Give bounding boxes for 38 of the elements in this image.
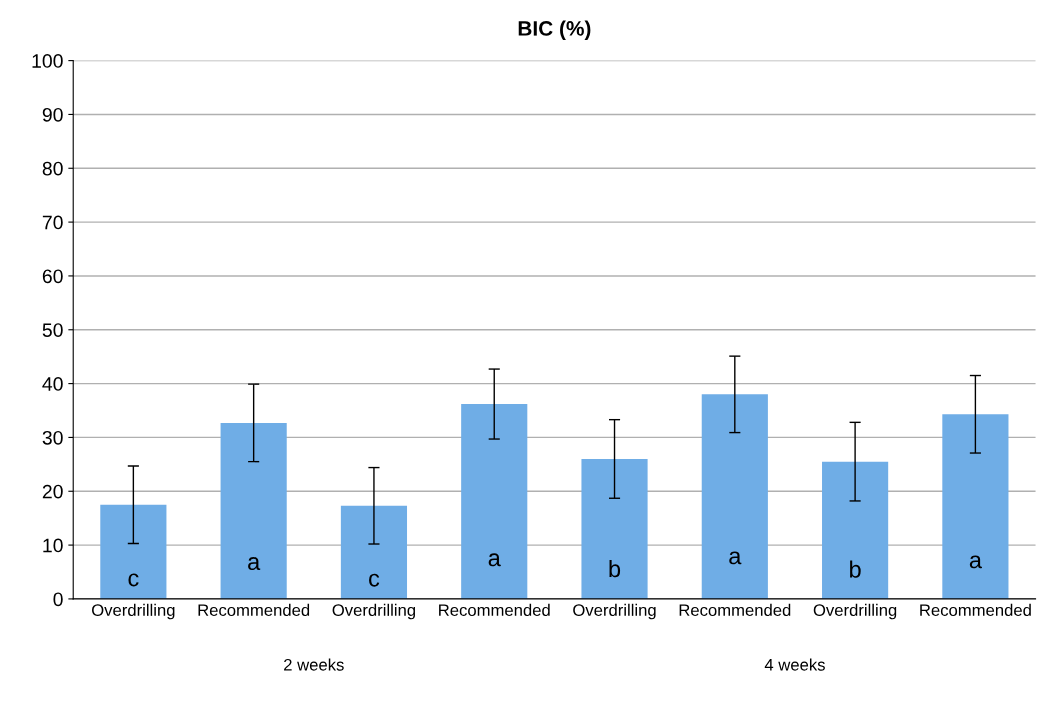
y-tick-label: 100: [32, 54, 63, 68]
y-tick-label: 40: [42, 377, 63, 391]
data-label: a: [248, 557, 261, 571]
y-tick-label: 30: [42, 430, 63, 445]
x-tick-label: Overdrilling: [92, 603, 175, 620]
data-label: a: [969, 555, 982, 569]
data-label: c: [128, 573, 139, 587]
data-label: c: [369, 573, 380, 587]
bar: [100, 504, 167, 599]
bar: [461, 404, 528, 599]
x-tick-label: Recommended: [920, 603, 1031, 617]
bar: [942, 414, 1009, 599]
y-tick-label: 0: [53, 592, 63, 607]
bar: [340, 505, 408, 599]
bar: [220, 422, 287, 599]
bar: [581, 458, 648, 599]
x-tick-label: Recommended: [679, 603, 791, 617]
x-tick-label: Recommended: [439, 603, 550, 617]
x-tick-label: Overdrilling: [573, 603, 656, 620]
y-tick-label: 60: [42, 269, 63, 284]
bar: [701, 394, 768, 599]
data-label: a: [488, 553, 501, 567]
y-tick-label: 50: [42, 323, 63, 337]
bar: [822, 461, 889, 599]
text: 4 weeks: [764, 658, 825, 671]
text: 2 weeks: [284, 658, 344, 671]
y-tick-label: 80: [42, 161, 63, 176]
y-tick-label: 70: [42, 215, 63, 230]
x-tick-label: Overdrilling: [332, 603, 416, 620]
data-label: a: [729, 551, 742, 565]
x-tick-label: Recommended: [198, 603, 310, 617]
chart-title: BIC (%): [518, 20, 591, 40]
y-tick-label: 20: [42, 484, 63, 499]
x-tick-label: Overdrilling: [813, 603, 897, 620]
data-label: b: [609, 559, 621, 578]
data-label: b: [850, 560, 861, 578]
y-tick-label: 90: [42, 107, 63, 122]
y-tick-label: 10: [43, 538, 63, 553]
